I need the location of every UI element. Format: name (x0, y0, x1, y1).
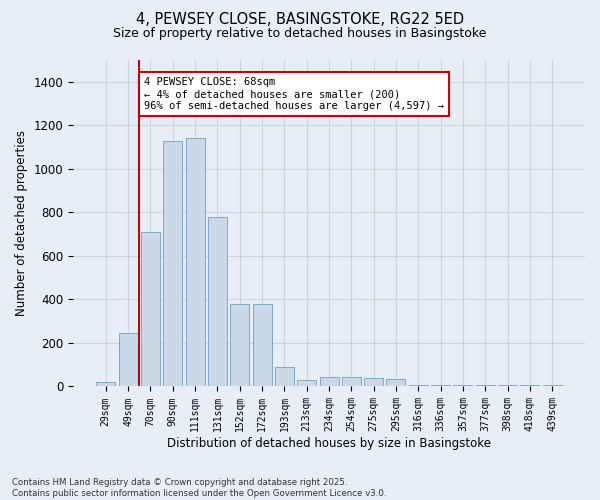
X-axis label: Distribution of detached houses by size in Basingstoke: Distribution of detached houses by size … (167, 437, 491, 450)
Bar (119, 333, 137, 386)
Y-axis label: Number of detached properties: Number of detached properties (15, 130, 28, 316)
Text: Contains HM Land Registry data © Crown copyright and database right 2025.
Contai: Contains HM Land Registry data © Crown c… (12, 478, 386, 498)
Bar (208, 216, 227, 386)
Bar (364, 378, 383, 386)
Bar (185, 138, 205, 386)
Text: 4, PEWSEY CLOSE, BASINGSTOKE, RG22 5ED: 4, PEWSEY CLOSE, BASINGSTOKE, RG22 5ED (136, 12, 464, 28)
Bar (230, 304, 249, 386)
Bar (163, 140, 182, 386)
Bar (386, 379, 406, 386)
Text: Size of property relative to detached houses in Basingstoke: Size of property relative to detached ho… (113, 28, 487, 40)
Bar (96, 382, 115, 386)
Bar (297, 380, 316, 386)
Bar (320, 376, 338, 386)
Bar (342, 376, 361, 386)
Text: 4 PEWSEY CLOSE: 68sqm
← 4% of detached houses are smaller (200)
96% of semi-deta: 4 PEWSEY CLOSE: 68sqm ← 4% of detached h… (144, 78, 444, 110)
Bar (253, 304, 272, 386)
Bar (275, 367, 294, 386)
Bar (141, 232, 160, 386)
